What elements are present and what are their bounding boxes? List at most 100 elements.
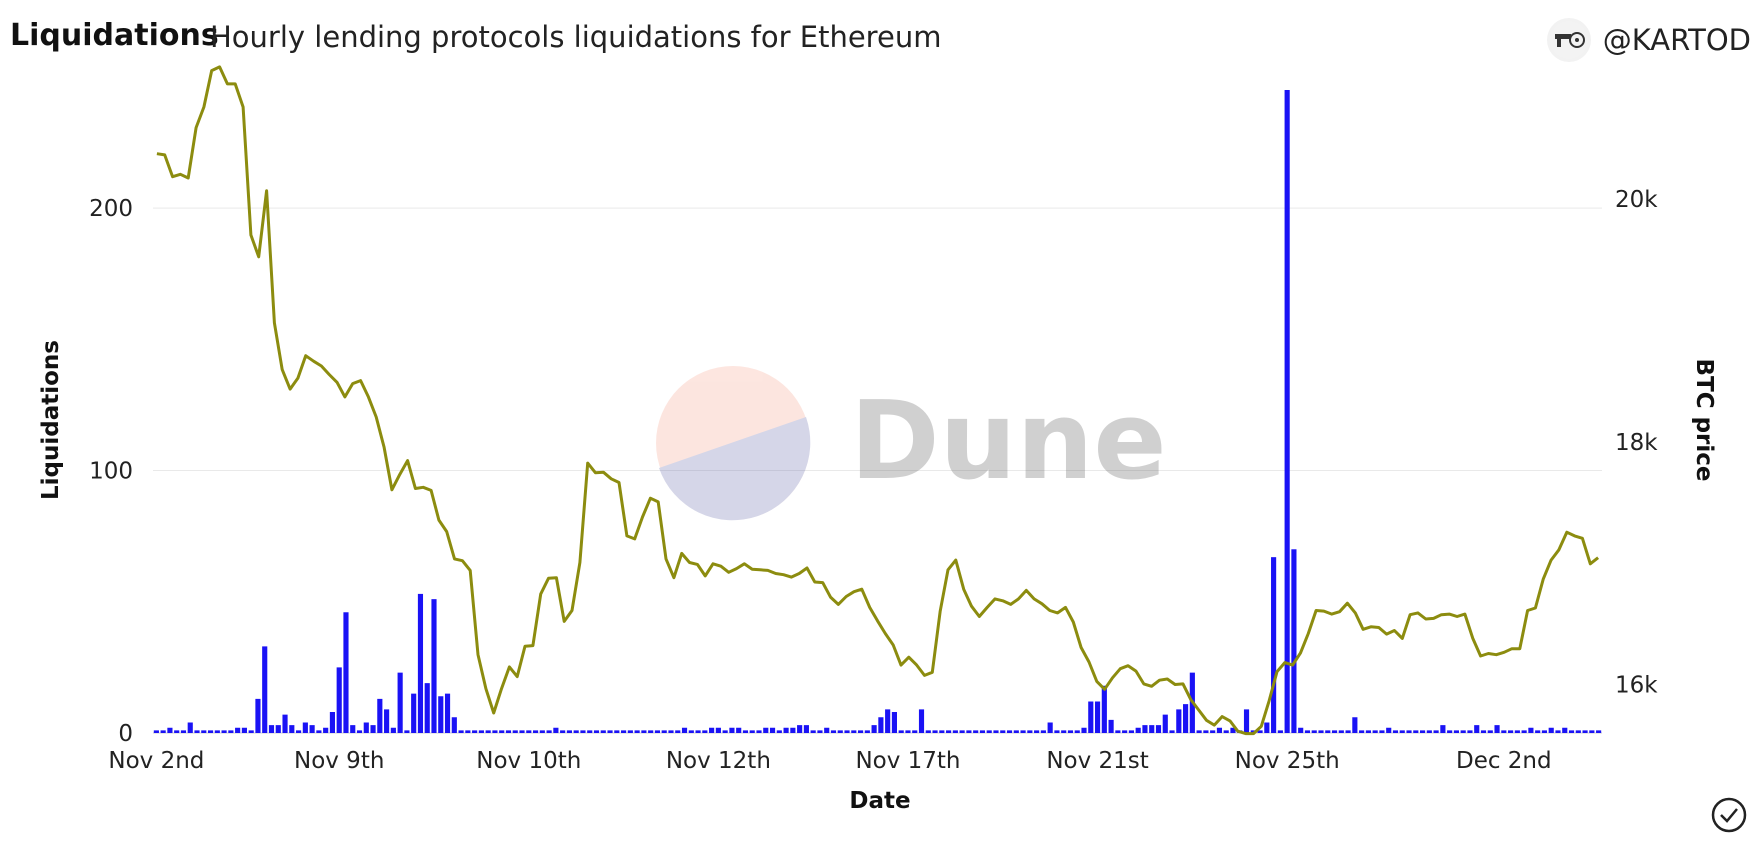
liquidation-bar (864, 730, 870, 733)
liquidation-bar (323, 727, 329, 733)
liquidation-bar (336, 667, 342, 733)
liquidation-bar (756, 730, 762, 733)
check-circle-icon[interactable] (1711, 797, 1747, 833)
liquidation-bar (1541, 730, 1548, 733)
liquidation-bar (207, 730, 214, 733)
liquidation-bar (641, 730, 647, 733)
liquidation-bar (1568, 730, 1575, 733)
liquidation-bar (492, 730, 498, 733)
liquidation-bar (1521, 730, 1527, 733)
x-tick-label: Dec 2nd (1456, 748, 1552, 774)
liquidation-bar (979, 730, 986, 733)
liquidation-bar (790, 727, 796, 733)
liquidation-bar (363, 722, 369, 733)
liquidation-bar (1088, 701, 1094, 733)
liquidation-bar (1277, 730, 1283, 733)
liquidation-bar (1067, 730, 1074, 733)
author-username[interactable]: @KARTOD (1602, 23, 1751, 57)
liquidation-bar (499, 730, 505, 733)
liquidation-bar (824, 727, 830, 733)
liquidation-bar (478, 730, 484, 733)
liquidation-bar (607, 730, 613, 733)
liquidation-bar (1508, 730, 1514, 733)
liquidation-bar (830, 730, 837, 733)
liquidation-bar (1122, 730, 1128, 733)
liquidation-bar (837, 730, 843, 733)
liquidation-bar (153, 730, 159, 733)
liquidation-bar (1331, 730, 1338, 733)
liquidation-bar (1304, 730, 1311, 733)
liquidation-bar (1169, 730, 1175, 733)
liquidation-bar (925, 730, 931, 733)
liquidation-bar (356, 730, 363, 733)
liquidation-bar (424, 683, 430, 733)
liquidation-bar (1399, 730, 1405, 733)
liquidation-bar (1216, 727, 1223, 733)
liquidation-bar (1352, 717, 1358, 733)
liquidation-bar (235, 727, 241, 733)
avatar-icon[interactable] (1546, 18, 1591, 62)
liquidation-bar (634, 730, 640, 733)
liquidation-bar (268, 725, 275, 733)
liquidation-bar (275, 725, 281, 733)
liquidation-bar (316, 730, 322, 733)
liquidation-bar (1264, 722, 1270, 733)
liquidation-bar (587, 730, 593, 733)
liquidation-bar (1460, 730, 1466, 733)
liquidation-bar (1155, 725, 1162, 733)
liquidation-bar (1433, 730, 1439, 733)
liquidation-bar (1562, 727, 1568, 733)
liquidation-bar (973, 730, 979, 733)
liquidation-bar (1135, 727, 1141, 733)
liquidation-bar (377, 698, 383, 733)
liquidation-bar (1426, 730, 1432, 733)
left-y-axis-ticks: 0 100 200 (89, 196, 133, 747)
chart-title: Liquidations (10, 18, 219, 53)
liquidation-bar (566, 730, 572, 733)
liquidation-bar (844, 730, 850, 733)
liquidation-bar (485, 730, 491, 733)
liquidation-bar (783, 727, 789, 733)
left-y-tick-label: 0 (118, 721, 133, 747)
liquidation-bar (1379, 730, 1385, 733)
liquidation-bar (878, 717, 884, 733)
liquidation-bar (1034, 730, 1040, 733)
author-block[interactable]: @KARTOD (1546, 18, 1751, 62)
liquidation-bar (1372, 730, 1378, 733)
liquidation-bar (221, 730, 227, 733)
x-axis-label: Date (849, 788, 910, 814)
liquidation-bar (241, 727, 247, 733)
liquidation-bar (648, 730, 654, 733)
liquidation-bar (857, 730, 864, 733)
liquidation-bar (404, 730, 410, 733)
liquidation-bar (1271, 557, 1277, 733)
liquidation-bar (668, 730, 674, 733)
liquidation-bar (1183, 704, 1189, 733)
right-y-tick-label: 20k (1615, 187, 1658, 213)
liquidation-bar (1013, 730, 1019, 733)
left-y-tick-label: 200 (89, 196, 133, 222)
liquidation-bar (201, 730, 207, 733)
liquidation-bar (898, 730, 904, 733)
liquidation-bar (1291, 549, 1297, 733)
liquidation-bar (810, 730, 816, 733)
liquidation-bar (918, 709, 925, 733)
x-tick-label: Nov 17th (855, 748, 960, 774)
liquidation-bar (1365, 730, 1371, 733)
liquidation-bar (248, 730, 254, 733)
liquidation-bar (417, 593, 424, 733)
liquidation-bar (1142, 725, 1148, 733)
liquidation-bar (1406, 730, 1412, 733)
right-y-tick-label: 16k (1615, 672, 1658, 698)
liquidation-bar (851, 730, 857, 733)
liquidation-bar (262, 646, 268, 733)
liquidation-bar (1345, 730, 1351, 733)
liquidation-bar (1487, 730, 1493, 733)
liquidation-bar (214, 730, 220, 733)
liquidation-bar (1440, 725, 1446, 733)
liquidation-bar (1338, 730, 1344, 733)
dune-watermark: Dune (656, 366, 1167, 521)
liquidation-bar (309, 725, 315, 733)
liquidation-bar (302, 722, 308, 733)
liquidation-bar (1325, 730, 1331, 733)
